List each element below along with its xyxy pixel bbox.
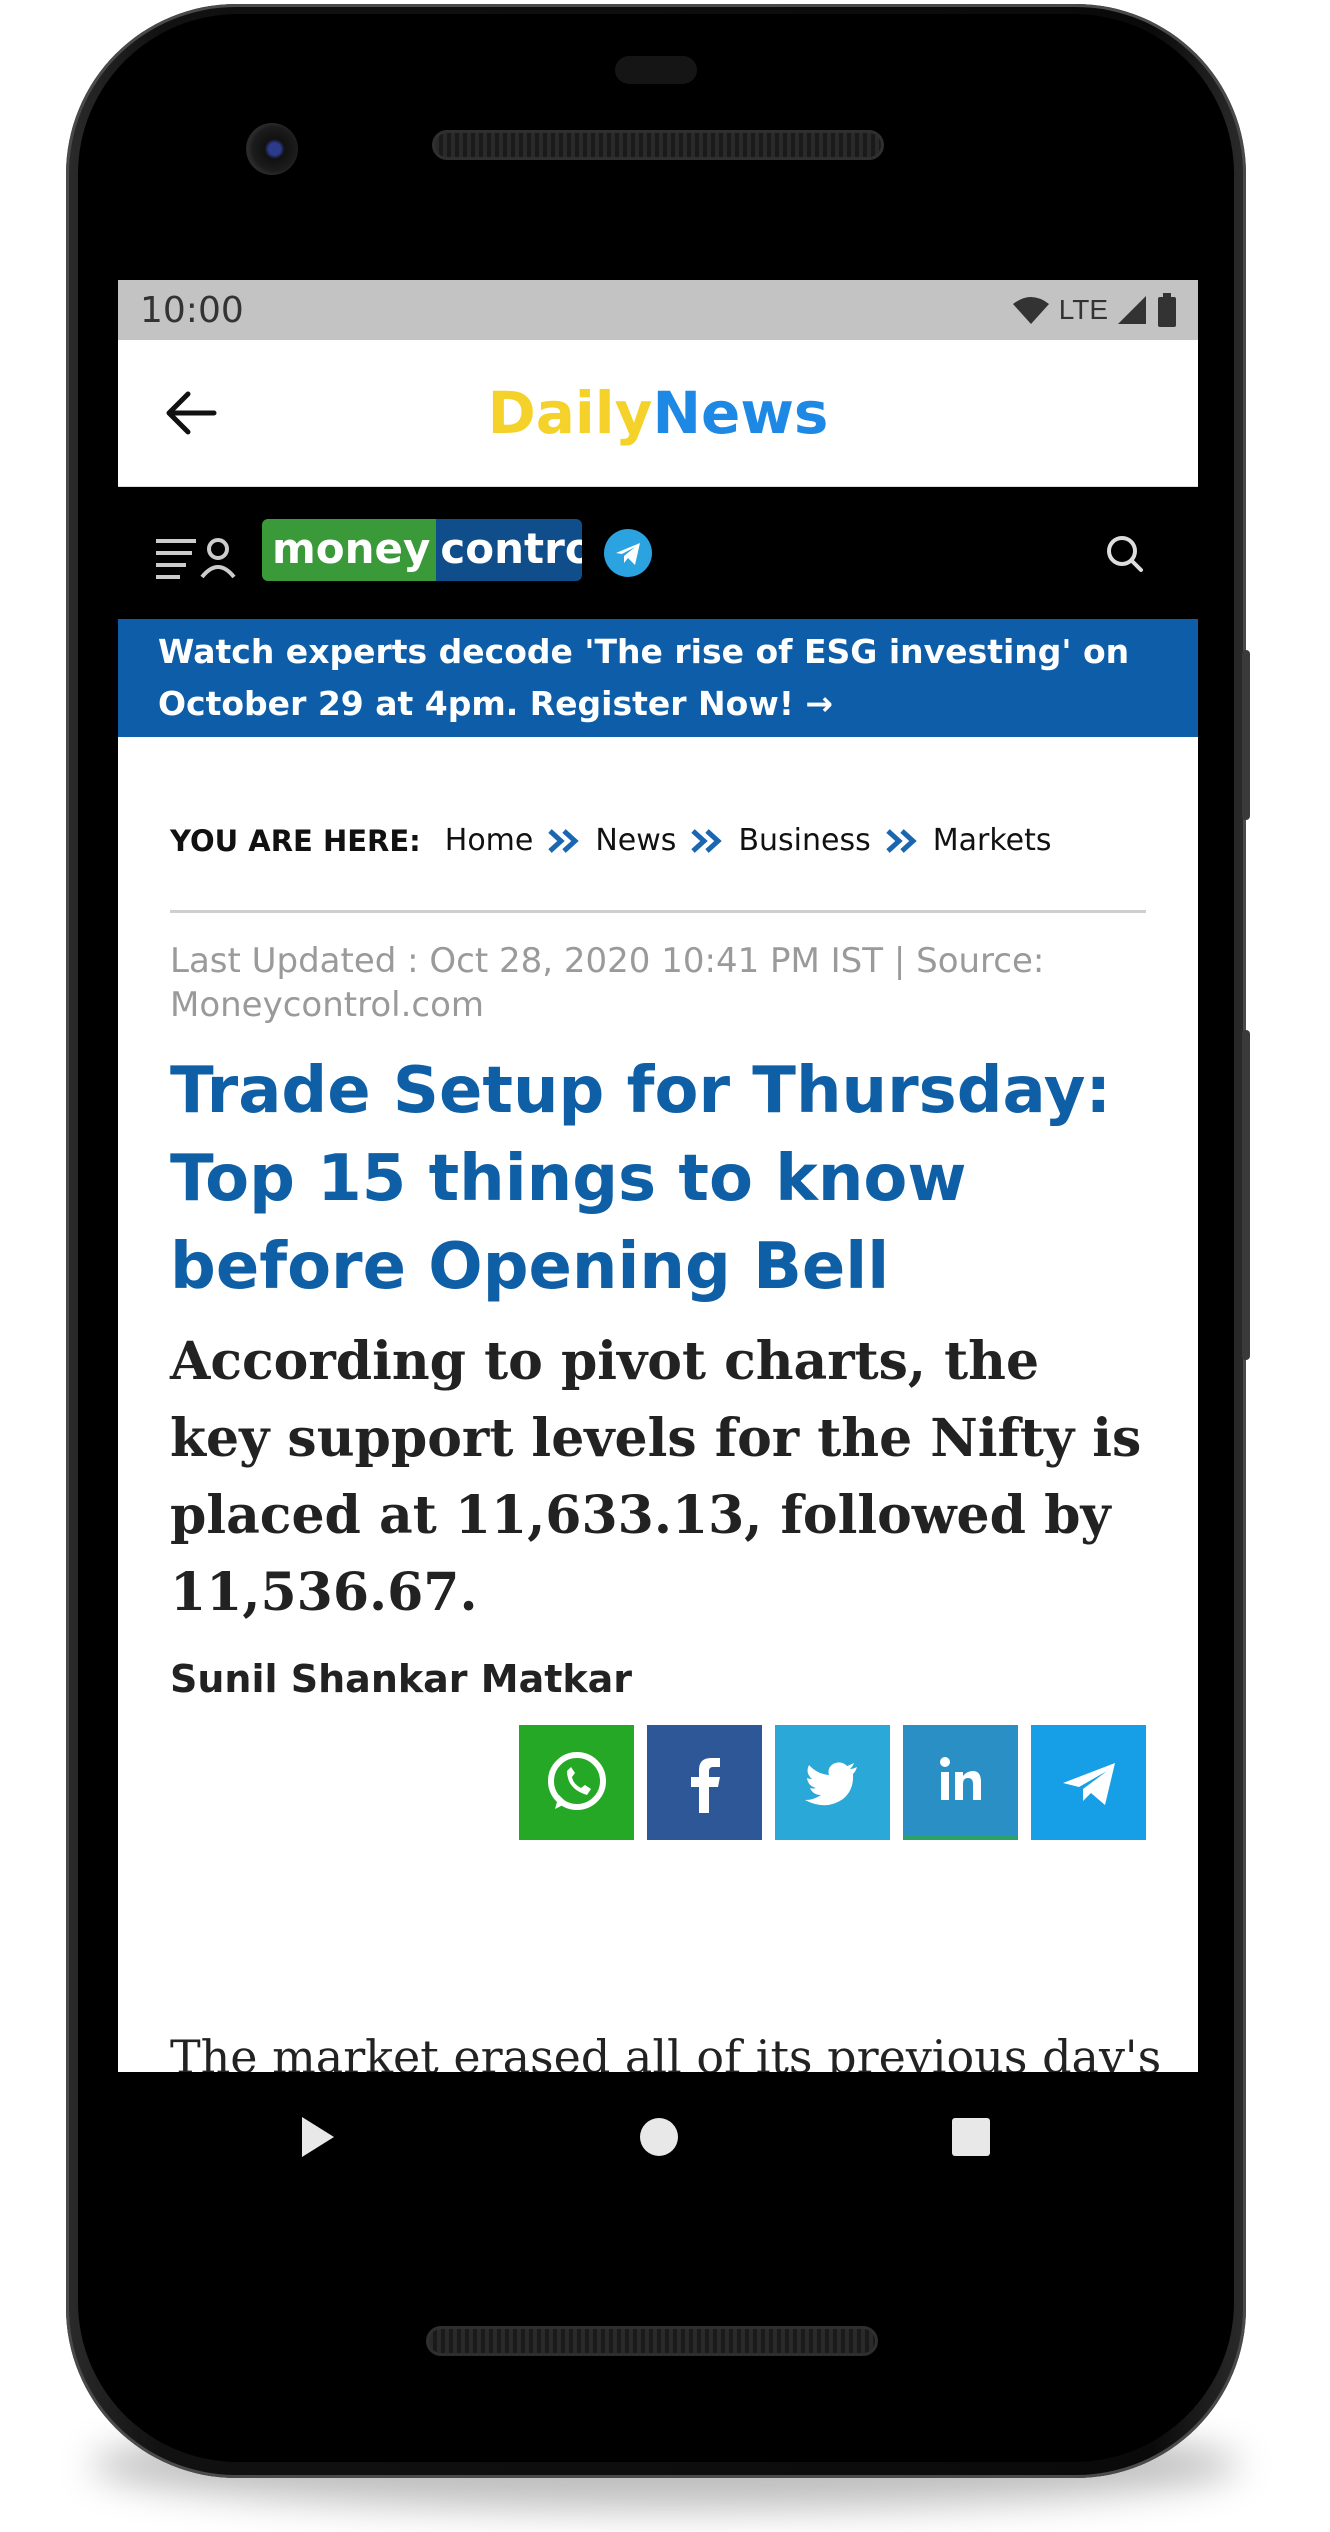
whatsapp-share-button[interactable] (519, 1725, 634, 1840)
system-nav-bar (302, 2117, 990, 2157)
volume-button (1242, 1030, 1250, 1360)
double-chevron-icon (886, 828, 917, 853)
breadcrumb-home[interactable]: Home (444, 823, 534, 858)
menu-user-icon[interactable] (156, 535, 236, 579)
logo-part1: money (262, 519, 437, 581)
app-title: DailyNews (488, 379, 829, 447)
telegram-header-icon[interactable] (604, 529, 652, 577)
last-updated: Last Updated : Oct 28, 2020 10:41 PM IST… (170, 941, 1045, 1025)
search-icon[interactable] (1104, 533, 1144, 573)
article-body: The market erased all of its previous da… (170, 2030, 1162, 2072)
app-title-part2: News (652, 379, 829, 447)
signal-icon (1118, 296, 1146, 324)
power-button (1242, 650, 1250, 820)
logo-part2: control (436, 519, 582, 581)
breadcrumb-label: YOU ARE HERE: (170, 823, 421, 858)
linkedin-icon (939, 1757, 981, 1800)
site-header: moneycontrol (118, 487, 1198, 619)
article-subheadline: According to pivot charts, the key suppo… (170, 1331, 1142, 1623)
share-bar (170, 1725, 1146, 1840)
telegram-share-button[interactable] (1031, 1725, 1146, 1840)
earpiece-speaker (432, 130, 884, 160)
wifi-icon (1012, 297, 1049, 324)
network-label: LTE (1058, 294, 1108, 325)
facebook-share-button[interactable] (647, 1725, 762, 1840)
front-camera (246, 123, 298, 175)
battery-icon (1158, 293, 1176, 327)
app-bar: DailyNews (118, 340, 1198, 487)
promo-banner[interactable]: Watch experts decode 'The rise of ESG in… (118, 619, 1198, 737)
breadcrumb: YOU ARE HERE: Home News Business Markets (170, 823, 1146, 913)
article-headline: Trade Setup for Thursday: Top 15 things … (170, 1054, 1112, 1304)
double-chevron-icon (691, 828, 723, 853)
facebook-icon (690, 1757, 720, 1813)
breadcrumb-news[interactable]: News (595, 823, 677, 858)
status-icons: LTE (1011, 293, 1178, 327)
status-bar: 10:00 LTE (118, 280, 1198, 340)
app-title-part1: Daily (487, 379, 653, 447)
status-time: 10:00 (140, 289, 244, 331)
bottom-speaker (426, 2326, 878, 2356)
twitter-icon (804, 1761, 857, 1805)
whatsapp-icon (547, 1751, 606, 1810)
twitter-share-button[interactable] (775, 1725, 890, 1840)
breadcrumb-business[interactable]: Business (738, 823, 871, 858)
promo-text: Watch experts decode 'The rise of ESG in… (158, 632, 1130, 723)
telegram-icon (1062, 1762, 1115, 1805)
linkedin-share-button[interactable] (903, 1725, 1018, 1840)
nav-home-icon[interactable] (640, 2118, 678, 2156)
proximity-sensor (615, 56, 697, 84)
double-chevron-icon (548, 828, 580, 853)
article-author[interactable]: Sunil Shankar Matkar (170, 1657, 633, 1701)
nav-recents-icon[interactable] (952, 2118, 990, 2156)
screen: 10:00 LTE DailyNews moneycontrol (118, 280, 1198, 2072)
nav-back-icon[interactable] (302, 2117, 334, 2157)
article-content: YOU ARE HERE: Home News Business Markets… (118, 823, 1198, 2072)
breadcrumb-markets[interactable]: Markets (932, 823, 1052, 858)
back-arrow-icon[interactable] (162, 390, 218, 436)
moneycontrol-logo[interactable]: moneycontrol (262, 519, 582, 581)
